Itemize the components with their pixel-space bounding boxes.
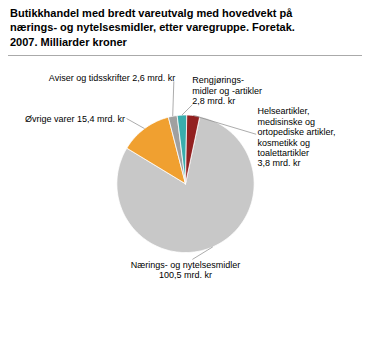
html-text:Butikkhandel med bredt vareutv: Butikkhandel med bredt vareutvalg med ho…	[10, 7, 295, 48]
svg-text:Helseartikler,medisinske ogort: Helseartikler,medisinske ogortopediske a…	[258, 106, 336, 168]
svg-text:Nærings- og nytelsesmidler100,: Nærings- og nytelsesmidler100,5 mrd. kr	[131, 260, 241, 280]
svg-text:Aviser og tidsskrifter 2,6 mrd: Aviser og tidsskrifter 2,6 mrd. kr	[49, 73, 175, 83]
svg-text:Øvrige varer 15,4 mrd. kr: Øvrige varer 15,4 mrd. kr	[25, 114, 125, 124]
svg-text:Rengjørings-midler og -artikle: Rengjørings-midler og -artikler2,8 mrd. …	[192, 75, 262, 106]
